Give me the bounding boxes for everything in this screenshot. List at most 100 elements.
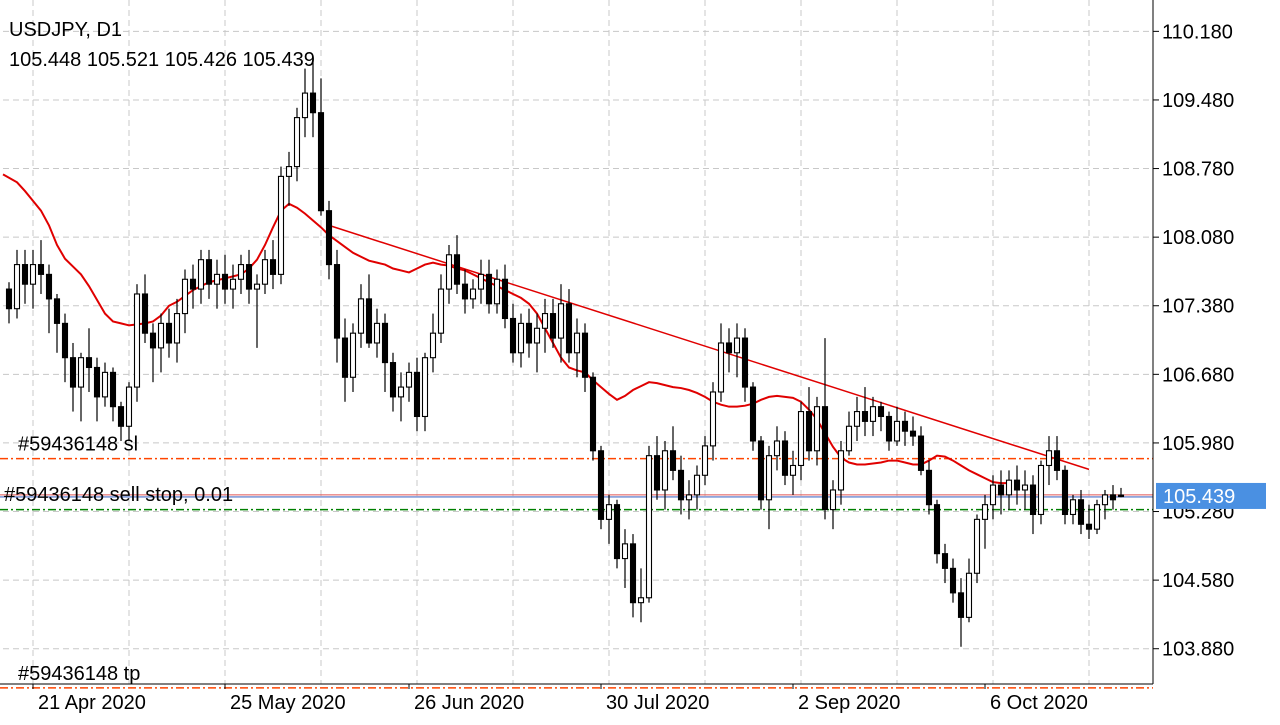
candle (389, 352, 397, 412)
candle (29, 249, 37, 309)
candle (653, 436, 661, 500)
bullish-candle-body (261, 259, 269, 285)
candle (805, 387, 813, 461)
candle (77, 352, 85, 422)
bearish-candle-body (1077, 499, 1085, 525)
candle (1069, 494, 1077, 525)
candle (269, 240, 277, 290)
candle (789, 450, 797, 495)
candle (1045, 436, 1053, 486)
bullish-candle-body (477, 273, 485, 290)
bearish-candle-body (669, 450, 677, 471)
bullish-candle-body (797, 411, 805, 467)
bearish-candle-body (949, 567, 957, 594)
bullish-candle-body (405, 371, 413, 388)
bearish-candle-body (565, 303, 573, 354)
bullish-candle-body (645, 455, 653, 599)
stop-loss-label: #59436148 sl (18, 434, 138, 456)
candle (141, 274, 149, 343)
bullish-candle-body (573, 332, 581, 354)
bearish-candle-body (741, 337, 749, 388)
candle (965, 558, 973, 623)
candle (341, 318, 349, 402)
candle (1029, 475, 1037, 535)
candle (149, 323, 157, 383)
bearish-candle-body (997, 484, 1005, 496)
current-price-tag-background (1156, 482, 1266, 509)
bullish-candle-body (989, 484, 997, 506)
bullish-candle-body (829, 489, 837, 511)
candle (213, 259, 221, 309)
candle (109, 367, 117, 422)
candle (909, 416, 917, 446)
bullish-candle-body (469, 288, 477, 300)
bearish-candle-body (877, 406, 885, 418)
candle (101, 362, 109, 407)
candle (981, 494, 989, 549)
current-price-label: 105.439 (1163, 486, 1235, 508)
take-profit-label: #59436148 tp (18, 663, 140, 685)
candle (181, 269, 189, 334)
bullish-candle-body (773, 440, 781, 457)
ohlc-readout: 105.448 105.521 105.426 105.439 (9, 49, 315, 71)
candle (333, 249, 341, 363)
bullish-candle-body (813, 406, 821, 452)
bullish-candle-body (229, 278, 237, 290)
candle (1061, 465, 1069, 525)
bullish-candle-body (301, 92, 309, 119)
candle (317, 78, 325, 216)
bearish-candle-body (941, 553, 949, 569)
candle (813, 396, 821, 466)
bearish-candle-body (589, 376, 597, 452)
bearish-candle-body (901, 420, 909, 432)
bullish-candle-body (133, 293, 141, 388)
bearish-candle-body (309, 92, 317, 114)
candle (861, 387, 869, 437)
candle (133, 284, 141, 402)
bearish-candle-body (141, 293, 149, 334)
sell-stop-order-label[interactable]: #59436148 sell stop, 0.01 (4, 484, 233, 506)
bearish-candle-body (677, 469, 685, 501)
bullish-candle-body (541, 313, 549, 329)
candle (245, 249, 253, 304)
bullish-candle-body (397, 386, 405, 398)
bearish-candle-body (21, 264, 29, 285)
bearish-candle-body (61, 322, 69, 359)
candle (501, 264, 509, 329)
bearish-candle-body (781, 440, 789, 476)
bullish-candle-body (733, 337, 741, 354)
candle (445, 244, 453, 304)
candle (637, 568, 645, 623)
bearish-candle-body (1029, 484, 1037, 516)
bearish-candle-body (5, 288, 13, 310)
bullish-candle-body (701, 445, 709, 476)
candle (237, 254, 245, 294)
bullish-candle-body (1021, 484, 1029, 491)
y-tick-label: 105.980 (1162, 433, 1234, 455)
candle (1037, 460, 1045, 525)
bullish-candle-body (765, 455, 773, 501)
candle (189, 264, 197, 309)
bullish-candle-body (1093, 504, 1101, 530)
candle (605, 494, 613, 544)
candle (869, 396, 877, 437)
candle (957, 578, 965, 647)
candle (381, 313, 389, 392)
candle (1101, 489, 1109, 520)
candle (1013, 465, 1021, 505)
candle (93, 357, 101, 422)
candle (845, 411, 853, 456)
candle (565, 289, 573, 363)
y-tick-label: 109.480 (1162, 90, 1234, 112)
bearish-candle-body (45, 273, 53, 300)
candle (941, 543, 949, 584)
bearish-candle-body (269, 259, 277, 275)
candle (717, 323, 725, 402)
bearish-candle-body (525, 322, 533, 344)
candle (933, 499, 941, 564)
candle (165, 308, 173, 358)
candle (669, 426, 677, 481)
candle (709, 382, 717, 461)
